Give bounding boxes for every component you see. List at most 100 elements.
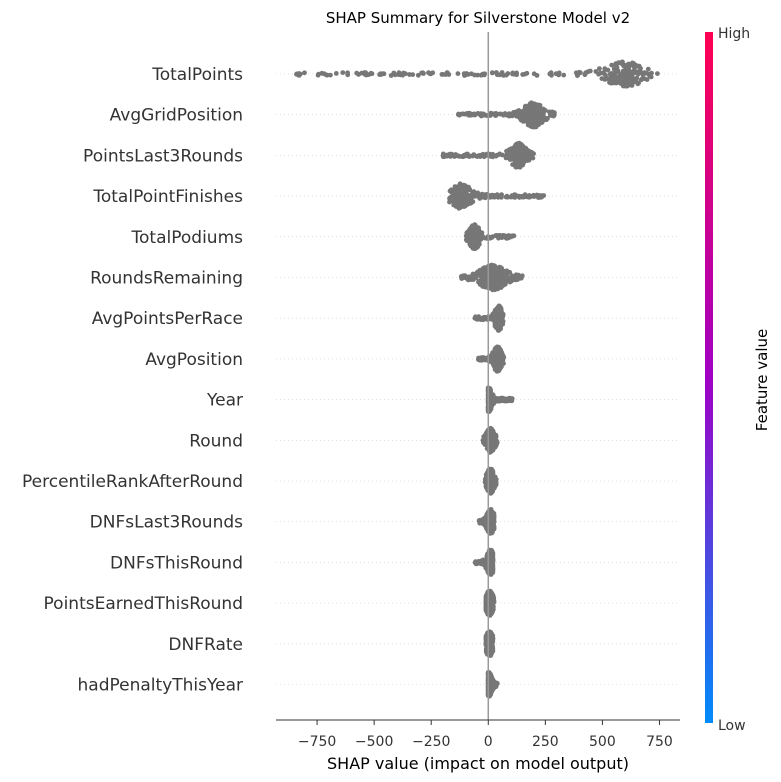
shap-point bbox=[477, 241, 482, 247]
shap-point bbox=[490, 512, 496, 518]
shap-point bbox=[531, 124, 537, 130]
shap-point bbox=[527, 123, 533, 129]
shap-point bbox=[490, 525, 496, 531]
shap-point bbox=[482, 112, 488, 118]
shap-point bbox=[505, 71, 511, 76]
shap-point bbox=[473, 559, 478, 565]
shap-point bbox=[528, 108, 534, 114]
shap-point bbox=[470, 190, 475, 196]
shap-point bbox=[454, 187, 460, 193]
shap-point bbox=[488, 404, 494, 410]
feature-points-AvgPosition bbox=[476, 344, 507, 374]
shap-point bbox=[489, 70, 495, 76]
shap-point bbox=[494, 273, 500, 279]
shap-point bbox=[493, 153, 499, 159]
shap-point bbox=[523, 152, 529, 158]
shap-point bbox=[616, 60, 621, 66]
shap-point bbox=[443, 72, 448, 77]
shap-point bbox=[649, 70, 654, 76]
feature-points-PercentileRankAfterRound bbox=[482, 466, 499, 496]
feature-label: TotalPoints bbox=[151, 65, 243, 85]
shap-point bbox=[582, 71, 588, 77]
shap-point bbox=[618, 77, 624, 82]
shap-point bbox=[576, 69, 582, 75]
feature-label: Year bbox=[206, 391, 243, 411]
shap-point bbox=[490, 684, 496, 690]
shap-point bbox=[625, 79, 631, 85]
chart-title: SHAP Summary for Silverstone Model v2 bbox=[326, 9, 630, 27]
shap-point bbox=[459, 276, 465, 281]
feature-label: AvgGridPosition bbox=[110, 106, 243, 126]
shap-point bbox=[495, 313, 501, 319]
shap-point bbox=[502, 277, 508, 282]
shap-point bbox=[506, 397, 512, 402]
shap-point bbox=[597, 66, 602, 71]
shap-point bbox=[469, 71, 474, 77]
shap-point bbox=[494, 72, 500, 78]
shap-point bbox=[497, 364, 502, 370]
shap-point bbox=[481, 275, 487, 281]
feature-label: DNFRate bbox=[168, 635, 243, 655]
shap-point bbox=[485, 153, 490, 158]
shap-point bbox=[612, 67, 618, 73]
shap-point bbox=[553, 71, 559, 77]
shap-point bbox=[465, 229, 471, 235]
feature-label: TotalPointFinishes bbox=[92, 187, 243, 207]
shap-point bbox=[459, 111, 465, 117]
colorbar-label: Feature value bbox=[753, 329, 771, 431]
shap-point bbox=[611, 75, 617, 81]
shap-point bbox=[460, 199, 466, 204]
shap-point bbox=[492, 323, 498, 329]
shap-point bbox=[430, 70, 436, 76]
shap-point bbox=[489, 470, 495, 476]
feature-points-TotalPodiums bbox=[463, 222, 517, 252]
feature-points-RoundsRemaining bbox=[458, 262, 525, 293]
shap-point bbox=[510, 156, 516, 162]
shap-point bbox=[490, 566, 496, 572]
shap-point bbox=[539, 119, 545, 125]
shap-point bbox=[498, 283, 504, 289]
shap-point bbox=[645, 66, 651, 72]
feature-points-TotalPoints bbox=[294, 59, 660, 89]
shap-point bbox=[490, 281, 495, 287]
shap-point bbox=[477, 231, 483, 237]
shap-point bbox=[631, 79, 637, 85]
shap-point bbox=[527, 194, 532, 200]
x-tick-label: 500 bbox=[589, 734, 616, 750]
x-tick-label: −250 bbox=[412, 734, 450, 750]
shap-point bbox=[466, 184, 471, 190]
shap-point bbox=[624, 83, 630, 88]
shap-point bbox=[536, 113, 542, 118]
shap-point bbox=[620, 83, 626, 89]
shap-point bbox=[522, 192, 528, 198]
feature-points-PointsEarnedThisRound bbox=[483, 588, 497, 618]
shap-point bbox=[524, 70, 530, 76]
shap-point bbox=[538, 194, 544, 200]
shap-point bbox=[378, 72, 384, 77]
feature-label: PointsLast3Rounds bbox=[83, 146, 243, 166]
shap-point bbox=[470, 112, 475, 117]
shap-point bbox=[621, 63, 626, 69]
shap-point bbox=[419, 70, 424, 76]
shap-point bbox=[369, 71, 375, 77]
shap-point bbox=[492, 286, 498, 292]
feature-label: TotalPodiums bbox=[131, 228, 244, 248]
feature-points-AvgGridPosition bbox=[455, 100, 557, 130]
shap-point bbox=[401, 70, 406, 76]
shap-point bbox=[524, 157, 530, 163]
shap-point bbox=[605, 67, 611, 73]
shap-point bbox=[457, 181, 463, 187]
shap-point bbox=[489, 489, 494, 494]
shap-point bbox=[641, 76, 647, 81]
x-tick-label: 750 bbox=[646, 734, 673, 750]
shap-point bbox=[507, 279, 513, 285]
shap-point bbox=[480, 72, 485, 78]
shap-point bbox=[499, 318, 505, 323]
shap-point bbox=[474, 153, 480, 159]
shap-point bbox=[473, 314, 478, 320]
shap-point bbox=[529, 100, 534, 106]
shap-point bbox=[475, 225, 480, 231]
shap-point bbox=[498, 276, 504, 281]
shap-point bbox=[542, 107, 547, 113]
